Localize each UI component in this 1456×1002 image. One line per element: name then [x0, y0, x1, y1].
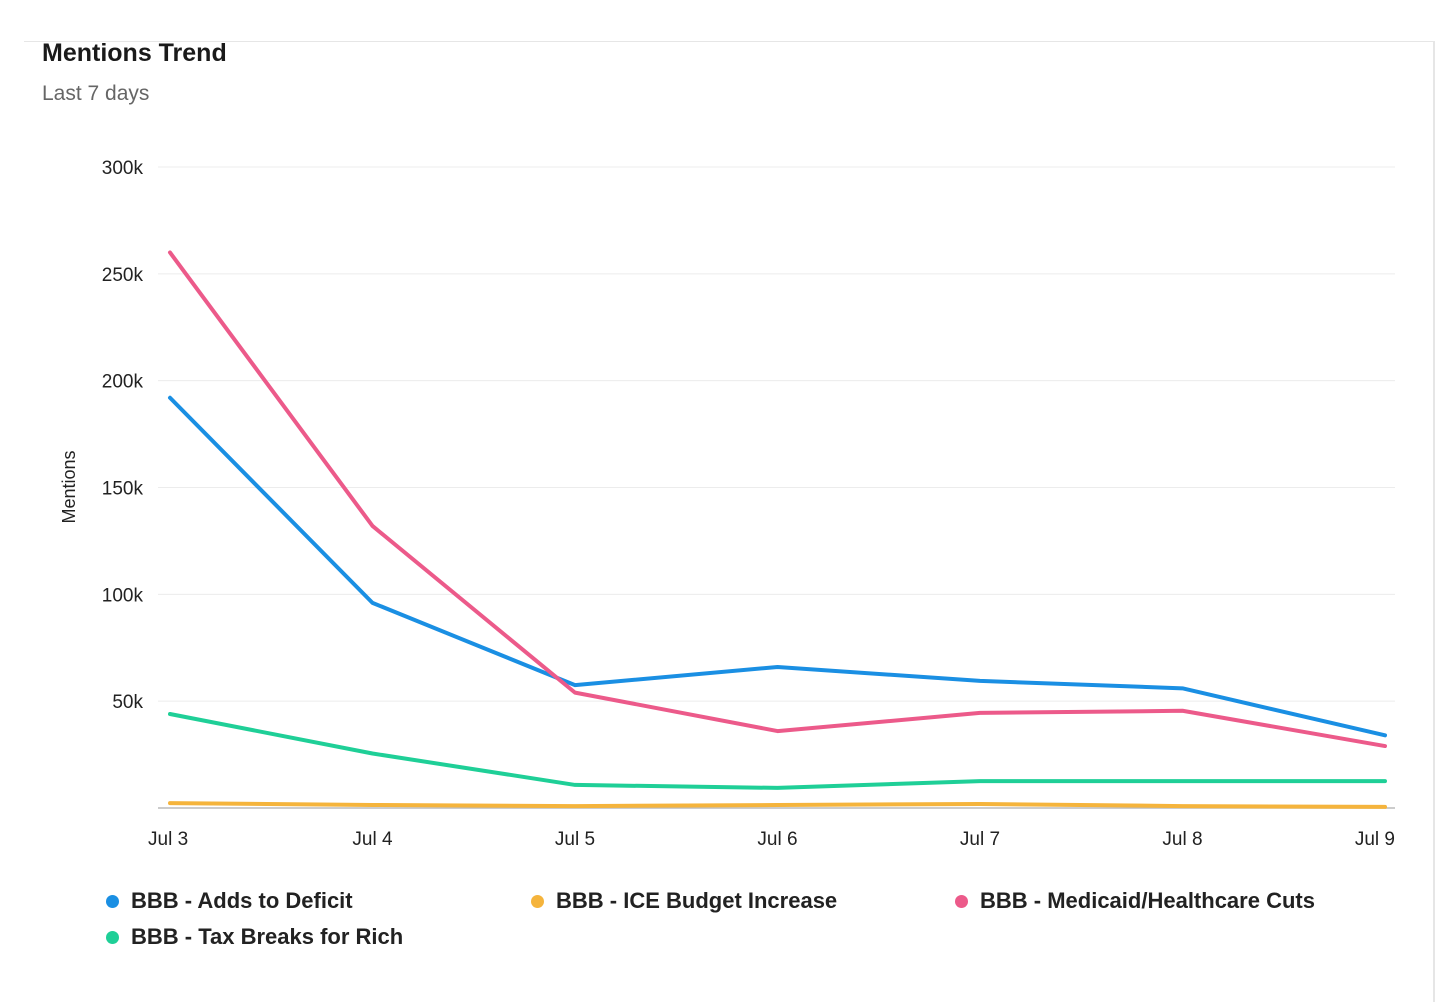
y-tick-label: 250k: [102, 265, 144, 286]
y-tick-label: 100k: [102, 585, 144, 606]
legend-label: BBB - ICE Budget Increase: [556, 888, 838, 913]
legend-item[interactable]: BBB - Adds to Deficit: [106, 888, 353, 914]
y-tick-label: 50k: [112, 692, 143, 713]
series-line-2: [168, 250, 1387, 749]
legend-dot-icon: [106, 894, 119, 908]
legend-dot-icon: [955, 894, 968, 908]
x-tick-label: Jul 3: [148, 829, 188, 850]
chart-title: Mentions Trend: [42, 39, 227, 67]
x-tick-label: Jul 4: [352, 829, 393, 850]
legend-item[interactable]: BBB - Medicaid/Healthcare Cuts: [955, 888, 1315, 914]
legend-dot-icon: [106, 930, 119, 944]
legend-label: BBB - Medicaid/Healthcare Cuts: [980, 888, 1315, 913]
legend-label: BBB - Adds to Deficit: [131, 888, 353, 913]
x-tick-label: Jul 5: [555, 829, 595, 850]
y-axis-label: Mentions: [59, 450, 79, 523]
legend-item[interactable]: BBB - Tax Breaks for Rich: [106, 924, 403, 950]
x-tick-label: Jul 9: [1355, 829, 1395, 850]
legend-item[interactable]: BBB - ICE Budget Increase: [531, 888, 837, 914]
series-line-0: [168, 395, 1387, 738]
series-line-1: [168, 801, 1387, 809]
x-tick-label: Jul 6: [757, 829, 797, 850]
legend-label: BBB - Tax Breaks for Rich: [131, 924, 404, 949]
chart-card: [24, 41, 1435, 1002]
legend-dot-icon: [531, 894, 544, 908]
y-tick-label: 300k: [102, 158, 144, 179]
y-tick-label: 200k: [102, 372, 144, 393]
x-tick-label: Jul 8: [1162, 829, 1202, 850]
chart-subtitle: Last 7 days: [42, 82, 150, 105]
x-tick-label: Jul 7: [960, 829, 1000, 850]
series-line-3: [168, 711, 1387, 790]
y-tick-label: 150k: [102, 479, 144, 500]
